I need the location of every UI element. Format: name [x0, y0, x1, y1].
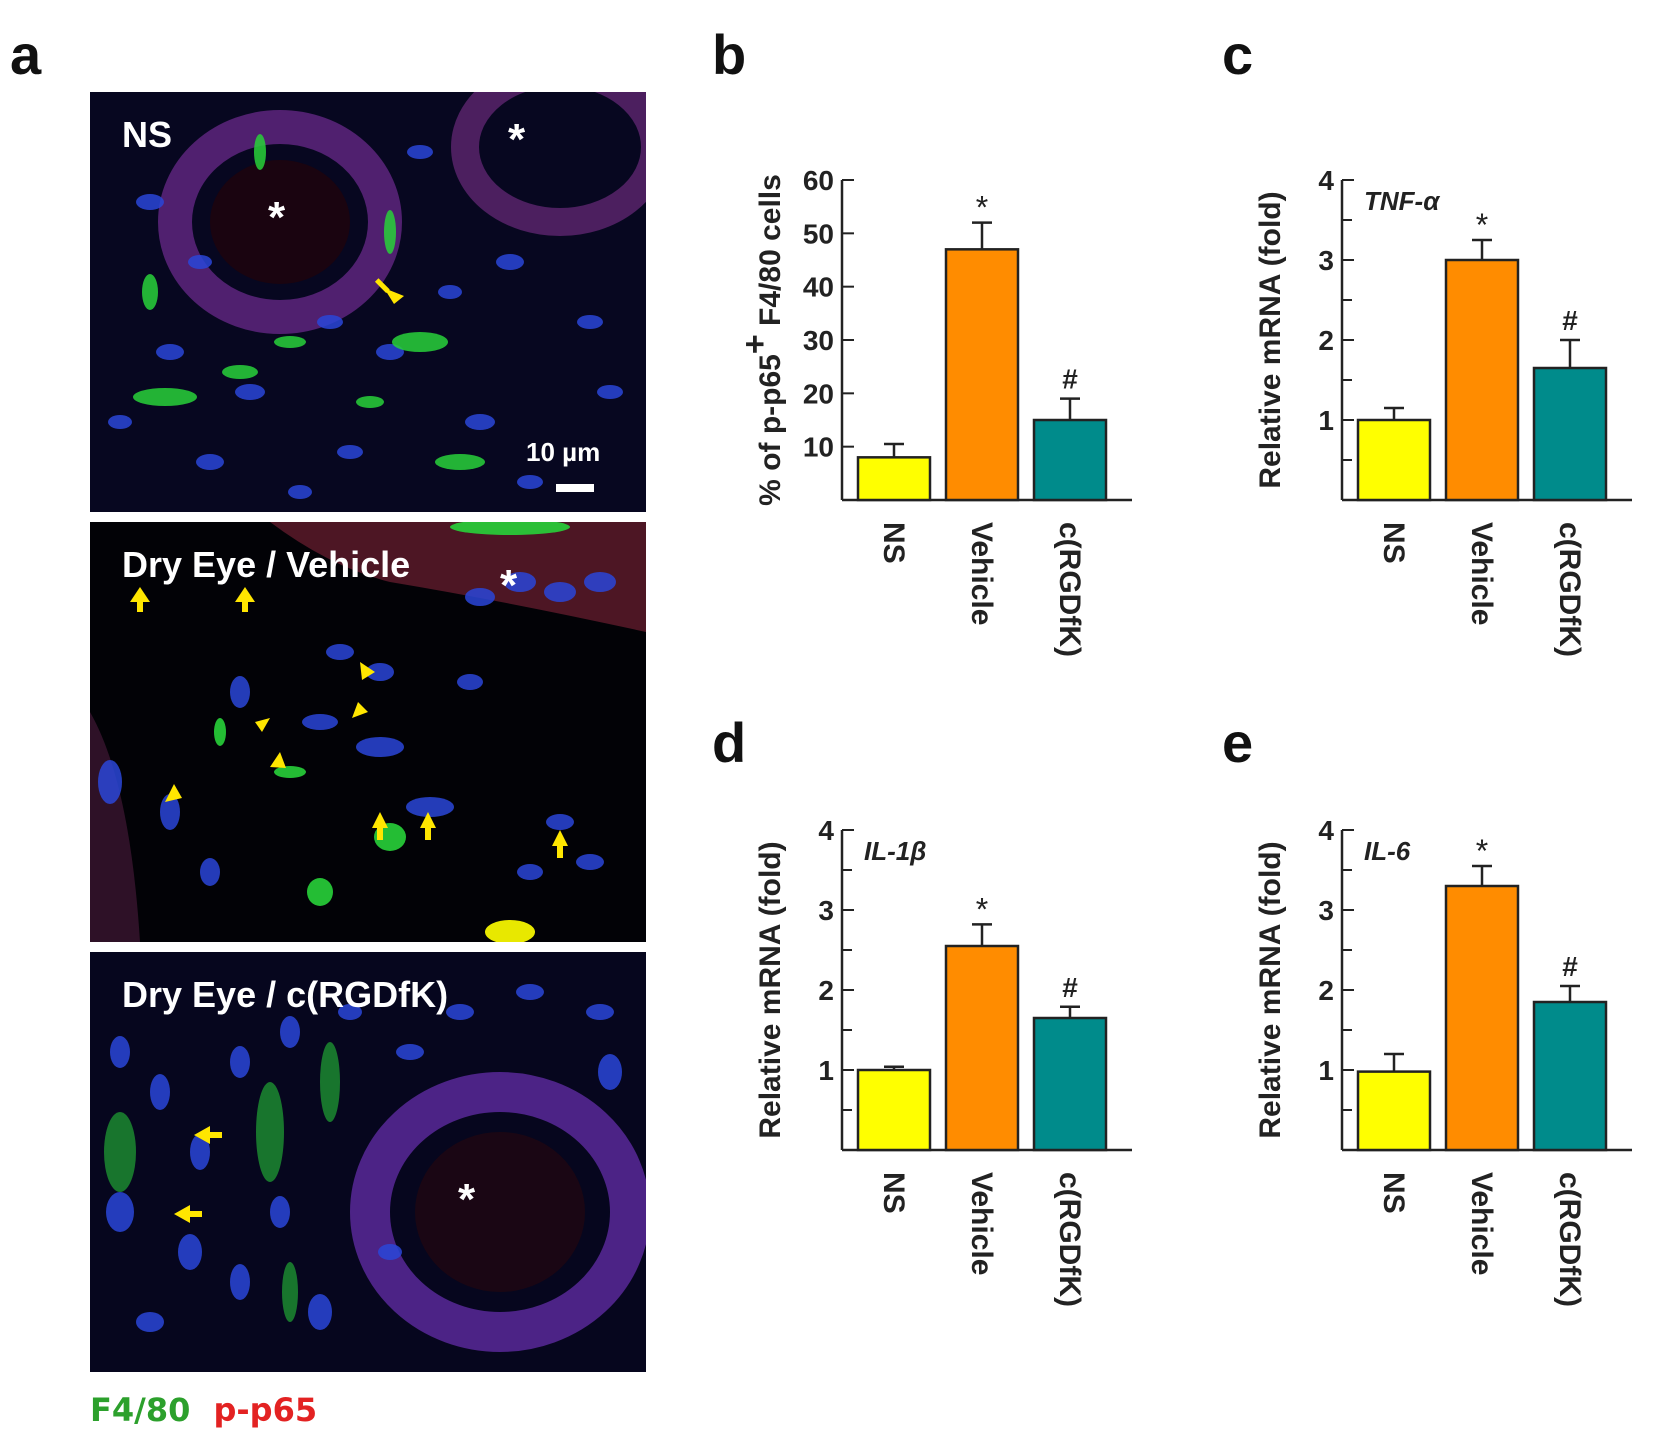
chart-c-bar-1 [1444, 258, 1520, 502]
chart-e-annotation-2: # [1562, 951, 1578, 982]
chart-e-bar-0 [1356, 1070, 1432, 1152]
svg-text:*: * [458, 1175, 476, 1224]
chart-c-ylabel: Relative mRNA (fold) [1254, 191, 1287, 488]
chart-c-category-label-2: c(RGDfK) [1553, 522, 1586, 657]
chart-c-ytick-label: 3 [1318, 245, 1334, 276]
chart-d-ytick-label: 4 [818, 815, 834, 846]
chart-c-gene-label: TNF-α [1364, 186, 1441, 216]
chart-e-ylabel: Relative mRNA (fold) [1254, 841, 1287, 1138]
chart-e-ytick-label: 2 [1318, 975, 1334, 1006]
legend-f480: F4/80 [90, 1391, 191, 1429]
chart-c-category-label-1: Vehicle [1465, 522, 1498, 625]
legend-pp65: p-p65 [213, 1391, 318, 1429]
chart-c-bar-0 [1356, 418, 1432, 502]
chart-e-ytick-label: 4 [1318, 815, 1334, 846]
chart-b-ytick-label: 60 [803, 165, 834, 196]
chart-d-ytick-label: 1 [818, 1055, 834, 1086]
panel-letter-a: a [10, 23, 42, 86]
svg-text:*: * [508, 115, 526, 164]
chart-b-category-label-0: NS [877, 522, 910, 564]
chart-e-category-label-2: c(RGDfK) [1553, 1172, 1586, 1307]
svg-text:*: * [500, 561, 518, 610]
chart-c-ytick-label: 2 [1318, 325, 1334, 356]
chart-d-gene-label: IL-1β [864, 836, 926, 866]
chart-d-annotation-2: # [1062, 972, 1078, 1003]
chart-e-gene-label: IL-6 [1364, 836, 1411, 866]
chart-c-svg: 1 2 3 4 Relative mRNA (fold) TNF-α NS * Vehicle #… [1254, 165, 1632, 657]
chart-e-ytick-label: 3 [1318, 895, 1334, 926]
chart-b-bar-2 [1032, 418, 1108, 502]
micrograph-ns-label: NS [122, 114, 173, 155]
stain-legend: F4/80 p-p65 [90, 1391, 317, 1429]
chart-e-svg: 1 2 3 4 Relative mRNA (fold) IL-6 NS * Vehicle # c… [1254, 815, 1632, 1307]
chart-c-annotation-1: * [1476, 207, 1488, 243]
chart-b-category-label-1: Vehicle [965, 522, 998, 625]
chart-b-ytick-label: 50 [803, 218, 834, 249]
chart-c: 1 2 3 4 Relative mRNA (fold) TNF-α NS * Vehicle #… [1220, 120, 1660, 720]
chart-b-bar-0 [856, 456, 932, 502]
chart-e-bar-1 [1444, 884, 1520, 1152]
panel-letter-b: b [712, 23, 747, 86]
chart-b-category-label-2: c(RGDfK) [1053, 522, 1086, 657]
micrograph-rgdfk-image: * [90, 952, 646, 1372]
micrograph-vehicle-label: Dry Eye / Vehicle [122, 544, 411, 585]
chart-d: 1 2 3 4 Relative mRNA (fold) IL-1β NS * Vehicle #… [720, 770, 1160, 1370]
chart-c-annotation-2: # [1562, 305, 1578, 336]
micrograph-rgdfk-label: Dry Eye / c(RGDfK) [122, 974, 449, 1015]
micrograph-ns-image: * * [90, 92, 646, 512]
panel-letter-c: c [1222, 23, 1254, 86]
chart-e: 1 2 3 4 Relative mRNA (fold) IL-6 NS * Vehicle # c… [1220, 770, 1660, 1370]
panel-letter-d: d [712, 711, 747, 774]
chart-d-bar-0 [856, 1068, 932, 1152]
chart-d-ytick-label: 3 [818, 895, 834, 926]
chart-d-bar-2 [1032, 1016, 1108, 1152]
panel-letter-e: e [1222, 711, 1254, 774]
chart-c-ytick-label: 4 [1318, 165, 1334, 196]
chart-b-ytick-label: 10 [803, 432, 834, 463]
chart-e-category-label-1: Vehicle [1465, 1172, 1498, 1275]
chart-b-ytick-label: 30 [803, 325, 834, 356]
micrograph-ns: * * NS 10 µm [90, 92, 646, 512]
chart-e-bar-2 [1532, 1000, 1608, 1152]
scale-bar-label: 10 µm [526, 437, 601, 467]
chart-b: 10 20 30 40 50 60 % of p-p65+ F4/80 cells NS * Ve… [720, 120, 1160, 720]
scale-bar [556, 484, 594, 492]
chart-d-category-label-1: Vehicle [965, 1172, 998, 1275]
chart-b-annotation-1: * [976, 190, 988, 226]
chart-d-svg: 1 2 3 4 Relative mRNA (fold) IL-1β NS * Vehicle #… [754, 815, 1132, 1307]
chart-c-bar-2 [1532, 366, 1608, 502]
svg-text:*: * [268, 193, 286, 242]
micrograph-vehicle-image: * [90, 522, 646, 942]
chart-b-ytick-label: 40 [803, 272, 834, 303]
chart-c-category-label-0: NS [1377, 522, 1410, 564]
chart-b-ytick-label: 20 [803, 378, 834, 409]
chart-d-annotation-1: * [976, 891, 988, 927]
micrograph-rgdfk: * Dry Eye / c(RGDfK) [90, 952, 646, 1372]
chart-e-annotation-1: * [1476, 833, 1488, 869]
chart-d-ytick-label: 2 [818, 975, 834, 1006]
chart-b-annotation-2: # [1062, 364, 1078, 395]
chart-b-ylabel: % of p-p65+ F4/80 cells [736, 174, 787, 506]
chart-d-ylabel: Relative mRNA (fold) [754, 841, 787, 1138]
chart-d-category-label-0: NS [877, 1172, 910, 1214]
chart-d-category-label-2: c(RGDfK) [1053, 1172, 1086, 1307]
chart-d-bar-1 [944, 944, 1020, 1152]
chart-e-category-label-0: NS [1377, 1172, 1410, 1214]
chart-e-ytick-label: 1 [1318, 1055, 1334, 1086]
micrograph-vehicle: * Dry Eye / Vehicle [90, 522, 646, 942]
chart-c-ytick-label: 1 [1318, 405, 1334, 436]
chart-b-bar-1 [944, 248, 1020, 502]
chart-b-svg: 10 20 30 40 50 60 % of p-p65+ F4/80 cells NS * Ve… [736, 165, 1132, 657]
